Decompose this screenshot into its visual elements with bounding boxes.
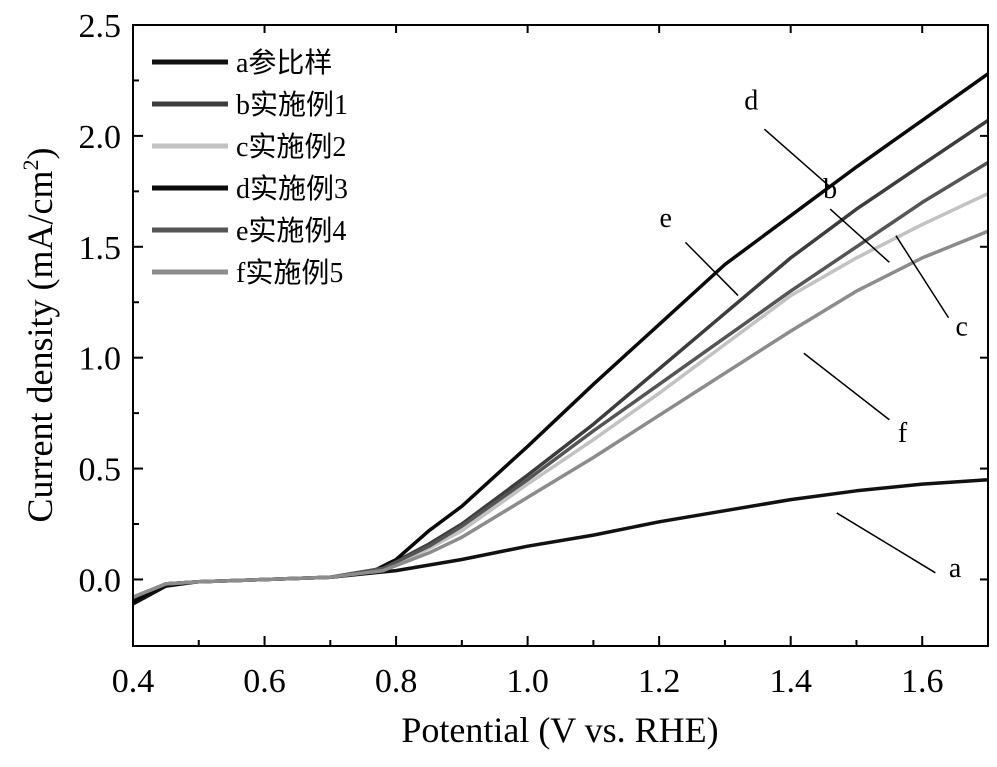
x-tick-label: 1.2 bbox=[638, 663, 681, 700]
annotation-label-e: e bbox=[660, 203, 672, 234]
y-tick-label: 2.5 bbox=[79, 8, 122, 45]
annotation-label-b: b bbox=[823, 174, 837, 205]
annotation-leader-e bbox=[684, 241, 739, 297]
annotation-leader-b bbox=[829, 208, 890, 263]
annotation-leader-d bbox=[763, 128, 831, 188]
y-axis-title: Current density (mA/cm2) bbox=[18, 148, 60, 523]
x-tick-label: 1.6 bbox=[901, 663, 944, 700]
x-axis-title: Potential (V vs. RHE) bbox=[401, 710, 718, 750]
y-tick-label: 0.5 bbox=[79, 452, 122, 489]
x-tick-label: 1.0 bbox=[506, 663, 549, 700]
legend-label-e: e实施例4 bbox=[236, 215, 346, 247]
annotation-leader-a bbox=[836, 512, 936, 574]
series-line-f bbox=[132, 229, 989, 599]
x-tick-label: 0.6 bbox=[243, 663, 286, 700]
y-tick-label: 1.5 bbox=[79, 230, 122, 267]
y-tick-label: 1.0 bbox=[79, 341, 122, 378]
legend-label-f: f实施例5 bbox=[236, 257, 343, 289]
legend-label-c: c实施例2 bbox=[236, 131, 346, 163]
legend-label-a: a参比样 bbox=[236, 47, 332, 79]
legend-label-b: b实施例1 bbox=[236, 89, 348, 121]
y-tick-label: 0.0 bbox=[79, 562, 122, 599]
series-line-a bbox=[132, 477, 989, 606]
x-tick-label: 0.4 bbox=[112, 663, 155, 700]
annotation-leader-f bbox=[803, 352, 890, 421]
annotation-label-a: a bbox=[949, 553, 962, 584]
x-tick-label: 0.8 bbox=[375, 663, 418, 700]
y-axis-title-close: ) bbox=[20, 148, 60, 160]
y-tick-label: 2.0 bbox=[79, 119, 122, 156]
legend-label-d: d实施例3 bbox=[236, 173, 348, 205]
annotation-leader-c bbox=[895, 235, 950, 319]
annotation-label-d: d bbox=[744, 85, 758, 116]
annotation-label-c: c bbox=[955, 312, 967, 343]
series-line-c bbox=[132, 192, 989, 599]
y-axis-title-superscript: 2 bbox=[18, 160, 43, 171]
plot-frame bbox=[132, 24, 989, 647]
annotation-label-f: f bbox=[898, 418, 908, 449]
x-tick-label: 1.4 bbox=[769, 663, 812, 700]
y-axis-title-main: Current density (mA/cm bbox=[20, 171, 60, 523]
